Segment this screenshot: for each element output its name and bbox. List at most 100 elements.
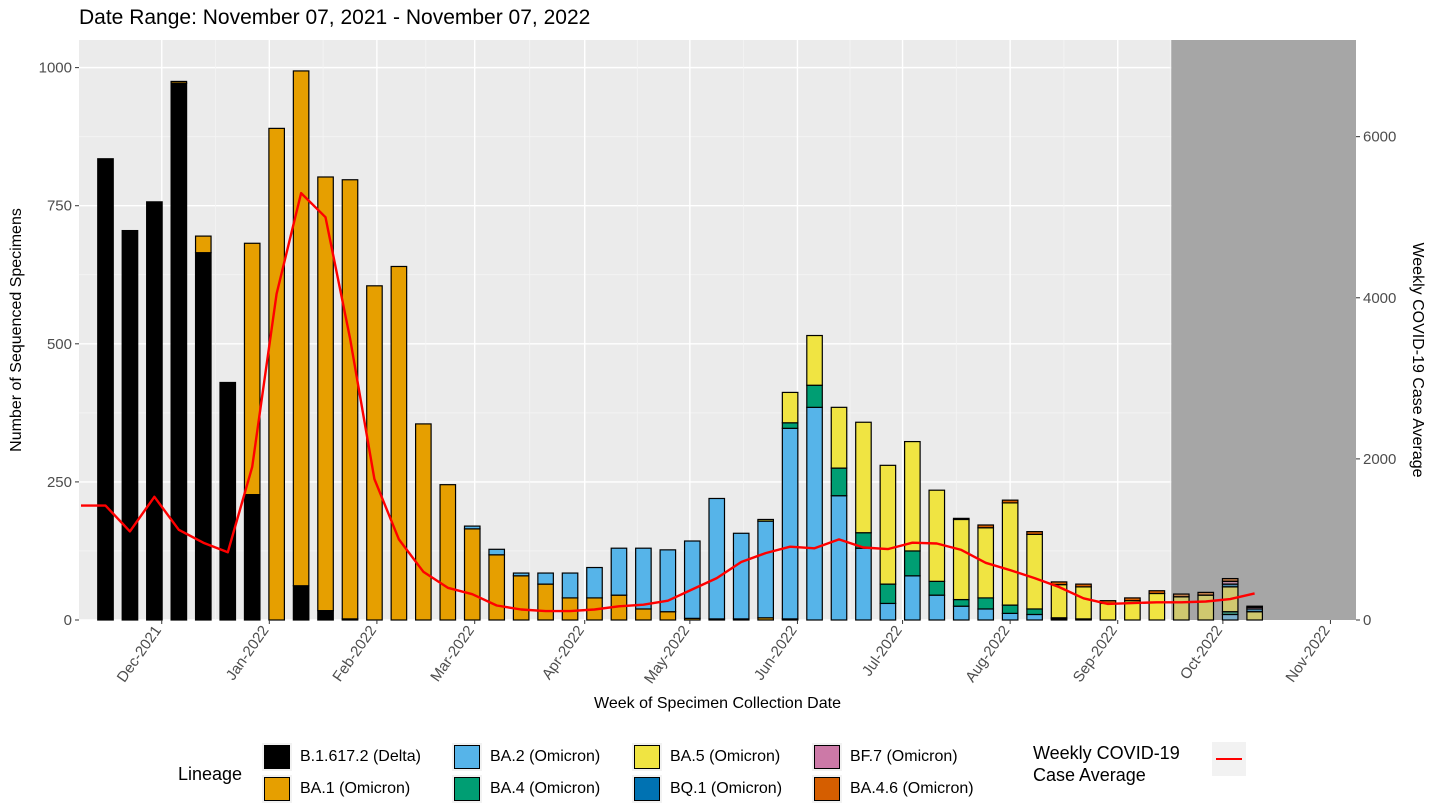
bar-segment — [635, 547, 652, 610]
bar-segment — [341, 179, 359, 620]
bar-segment — [903, 440, 921, 552]
legend-swatch — [634, 745, 660, 769]
bar-segment — [1172, 596, 1190, 621]
y2-tick-label: 6000 — [1363, 129, 1396, 146]
bar-segment — [903, 575, 921, 621]
bar-segment — [952, 517, 970, 521]
case-legend-title: Weekly COVID-19 Case Average — [1033, 742, 1180, 786]
legend-label: BA.5 (Omicron) — [670, 748, 781, 765]
bar-segment — [1075, 583, 1092, 588]
bar-segment — [635, 608, 652, 621]
bar-segment — [977, 524, 995, 529]
bar-segment — [903, 550, 921, 577]
bar-segment — [1124, 597, 1141, 602]
bar-segment — [806, 334, 823, 386]
bar-segment — [977, 608, 995, 621]
legend-label: BA.2 (Omicron) — [490, 748, 601, 765]
legend-item: BQ.1 (Omicron) — [632, 774, 782, 804]
bar-segment — [1221, 577, 1239, 582]
bar-segment — [830, 406, 848, 469]
shaded-region-rect — [1171, 40, 1356, 620]
y-tick-label: 750 — [47, 198, 72, 215]
bar-segment — [1197, 594, 1215, 621]
legend-key — [262, 743, 292, 771]
bar-segment — [1001, 612, 1019, 621]
x-tick-label: Dec-2021 — [114, 623, 165, 686]
legend-swatch — [264, 745, 290, 769]
x-tick-label: Oct-2022 — [1177, 623, 1226, 683]
bar-segment — [292, 585, 310, 621]
legend-key — [452, 775, 482, 803]
case-average-line — [81, 191, 1255, 613]
legend-title: Lineage — [178, 764, 243, 784]
bar-segment — [170, 80, 188, 84]
y2-tick-label: 0 — [1363, 612, 1371, 629]
bar-segment — [1246, 611, 1264, 621]
legend-swatch — [634, 777, 660, 801]
x-axis-title: Week of Specimen Collection Date — [594, 695, 841, 712]
bar-segment — [855, 547, 872, 621]
legend-key — [812, 743, 842, 771]
bar-segment — [855, 421, 872, 534]
chart-title: Date Range: November 07, 2021 - November… — [79, 6, 591, 29]
bar-segment — [366, 285, 383, 621]
bar-segment — [928, 489, 946, 582]
legend-key — [452, 743, 482, 771]
bar-segment — [415, 423, 432, 621]
bar-segment — [121, 229, 139, 621]
bar-segment — [170, 82, 188, 621]
bar-segment — [659, 549, 677, 613]
x-tick-label: Nov-2022 — [1282, 623, 1333, 686]
bar-segment — [537, 583, 554, 621]
bar-segment — [194, 235, 212, 254]
y2-tick-label: 4000 — [1363, 290, 1396, 307]
bar-segment — [1221, 613, 1239, 621]
y-tick-label: 0 — [64, 612, 72, 629]
case-legend-title-line1: Weekly COVID-19 — [1033, 743, 1180, 763]
legend-item: BA.5 (Omicron) — [632, 742, 780, 772]
bar-segment — [781, 391, 799, 424]
y-tick-label: 1000 — [39, 60, 72, 77]
bar-segment — [439, 484, 457, 621]
case-legend-key — [1212, 742, 1246, 776]
legend-label: BA.1 (Omicron) — [300, 780, 411, 797]
legend-item: BA.4 (Omicron) — [452, 774, 600, 804]
bar-segment — [952, 605, 970, 621]
bar-segment — [268, 127, 285, 621]
x-tick-label: Sep-2022 — [1070, 623, 1121, 686]
bar-segment — [732, 532, 750, 620]
bar-segment — [708, 497, 726, 620]
legend: Lineage B.1.617.2 (Delta) BA.1 (Omicron) B… — [0, 738, 1440, 803]
bar-segment — [659, 611, 677, 621]
bar-segment — [97, 158, 114, 621]
y-axis-title: Number of Sequenced Specimens — [8, 208, 25, 452]
legend-item: BF.7 (Omicron) — [812, 742, 958, 772]
legend-swatch — [454, 777, 480, 801]
bar-segment — [561, 597, 579, 621]
bar-segment — [1172, 593, 1190, 598]
bar-segment — [1001, 604, 1019, 614]
bar-segment — [610, 547, 628, 596]
bar-segment — [879, 583, 897, 605]
legend-label: BF.7 (Omicron) — [850, 748, 958, 765]
legend-item: BA.4.6 (Omicron) — [812, 774, 974, 804]
bar-segment — [1001, 499, 1019, 504]
plot-panel — [79, 40, 1356, 621]
bar-segment — [317, 610, 334, 621]
legend-label: BA.4.6 (Omicron) — [850, 780, 974, 797]
bar-segment — [928, 594, 946, 621]
bar-segment — [830, 467, 848, 497]
bar-segment — [243, 242, 261, 496]
bar-segment — [781, 422, 799, 429]
bar-segment — [219, 381, 237, 621]
legend-swatch — [454, 745, 480, 769]
legend-item: BA.1 (Omicron) — [262, 774, 410, 804]
bar-segment — [243, 494, 261, 621]
legend-swatch — [264, 777, 290, 801]
y-tick-label: 500 — [47, 336, 72, 353]
legend-item: BA.2 (Omicron) — [452, 742, 600, 772]
legend-label: B.1.617.2 (Delta) — [300, 748, 421, 765]
bar-segment — [757, 520, 775, 619]
bar-segment — [977, 597, 995, 610]
bar-segment — [1075, 586, 1092, 620]
